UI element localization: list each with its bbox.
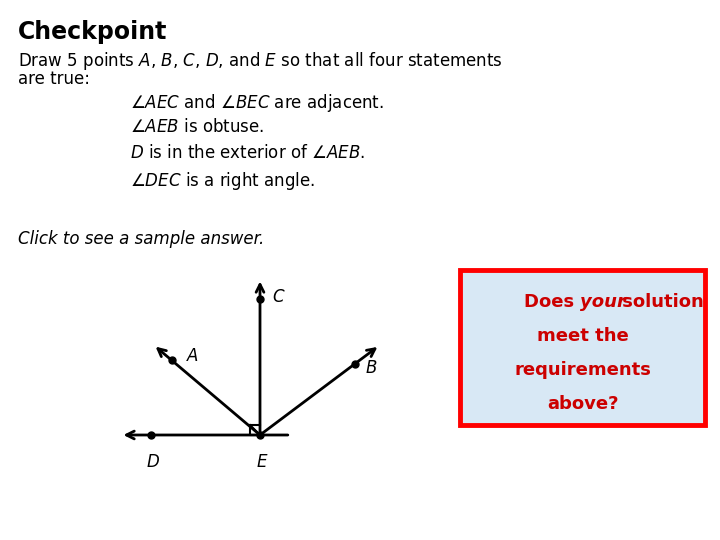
- Text: $C$: $C$: [272, 288, 286, 306]
- Text: $\angle AEC$ and $\angle BEC$ are adjacent.: $\angle AEC$ and $\angle BEC$ are adjace…: [130, 92, 384, 114]
- Text: Draw 5 points $A$, $B$, $C$, $D$, and $E$ so that all four statements: Draw 5 points $A$, $B$, $C$, $D$, and $E…: [18, 50, 503, 72]
- Text: $E$: $E$: [256, 453, 269, 471]
- Text: solution: solution: [616, 293, 704, 311]
- Text: $A$: $A$: [186, 347, 199, 365]
- Text: $\angle DEC$ is a right angle.: $\angle DEC$ is a right angle.: [130, 170, 315, 192]
- Text: $B$: $B$: [365, 359, 377, 376]
- Text: above?: above?: [546, 395, 618, 413]
- Text: Checkpoint: Checkpoint: [18, 20, 167, 44]
- Text: your: your: [580, 293, 626, 311]
- Text: $D$: $D$: [146, 453, 160, 471]
- Text: requirements: requirements: [514, 361, 651, 379]
- Text: Does: Does: [524, 293, 580, 311]
- FancyBboxPatch shape: [460, 270, 705, 425]
- Text: Click to see a sample answer.: Click to see a sample answer.: [18, 230, 264, 248]
- Text: are true:: are true:: [18, 70, 90, 88]
- Text: meet the: meet the: [536, 327, 629, 345]
- Text: $D$ is in the exterior of $\angle AEB$.: $D$ is in the exterior of $\angle AEB$.: [130, 144, 365, 162]
- Text: $\angle AEB$ is obtuse.: $\angle AEB$ is obtuse.: [130, 118, 264, 136]
